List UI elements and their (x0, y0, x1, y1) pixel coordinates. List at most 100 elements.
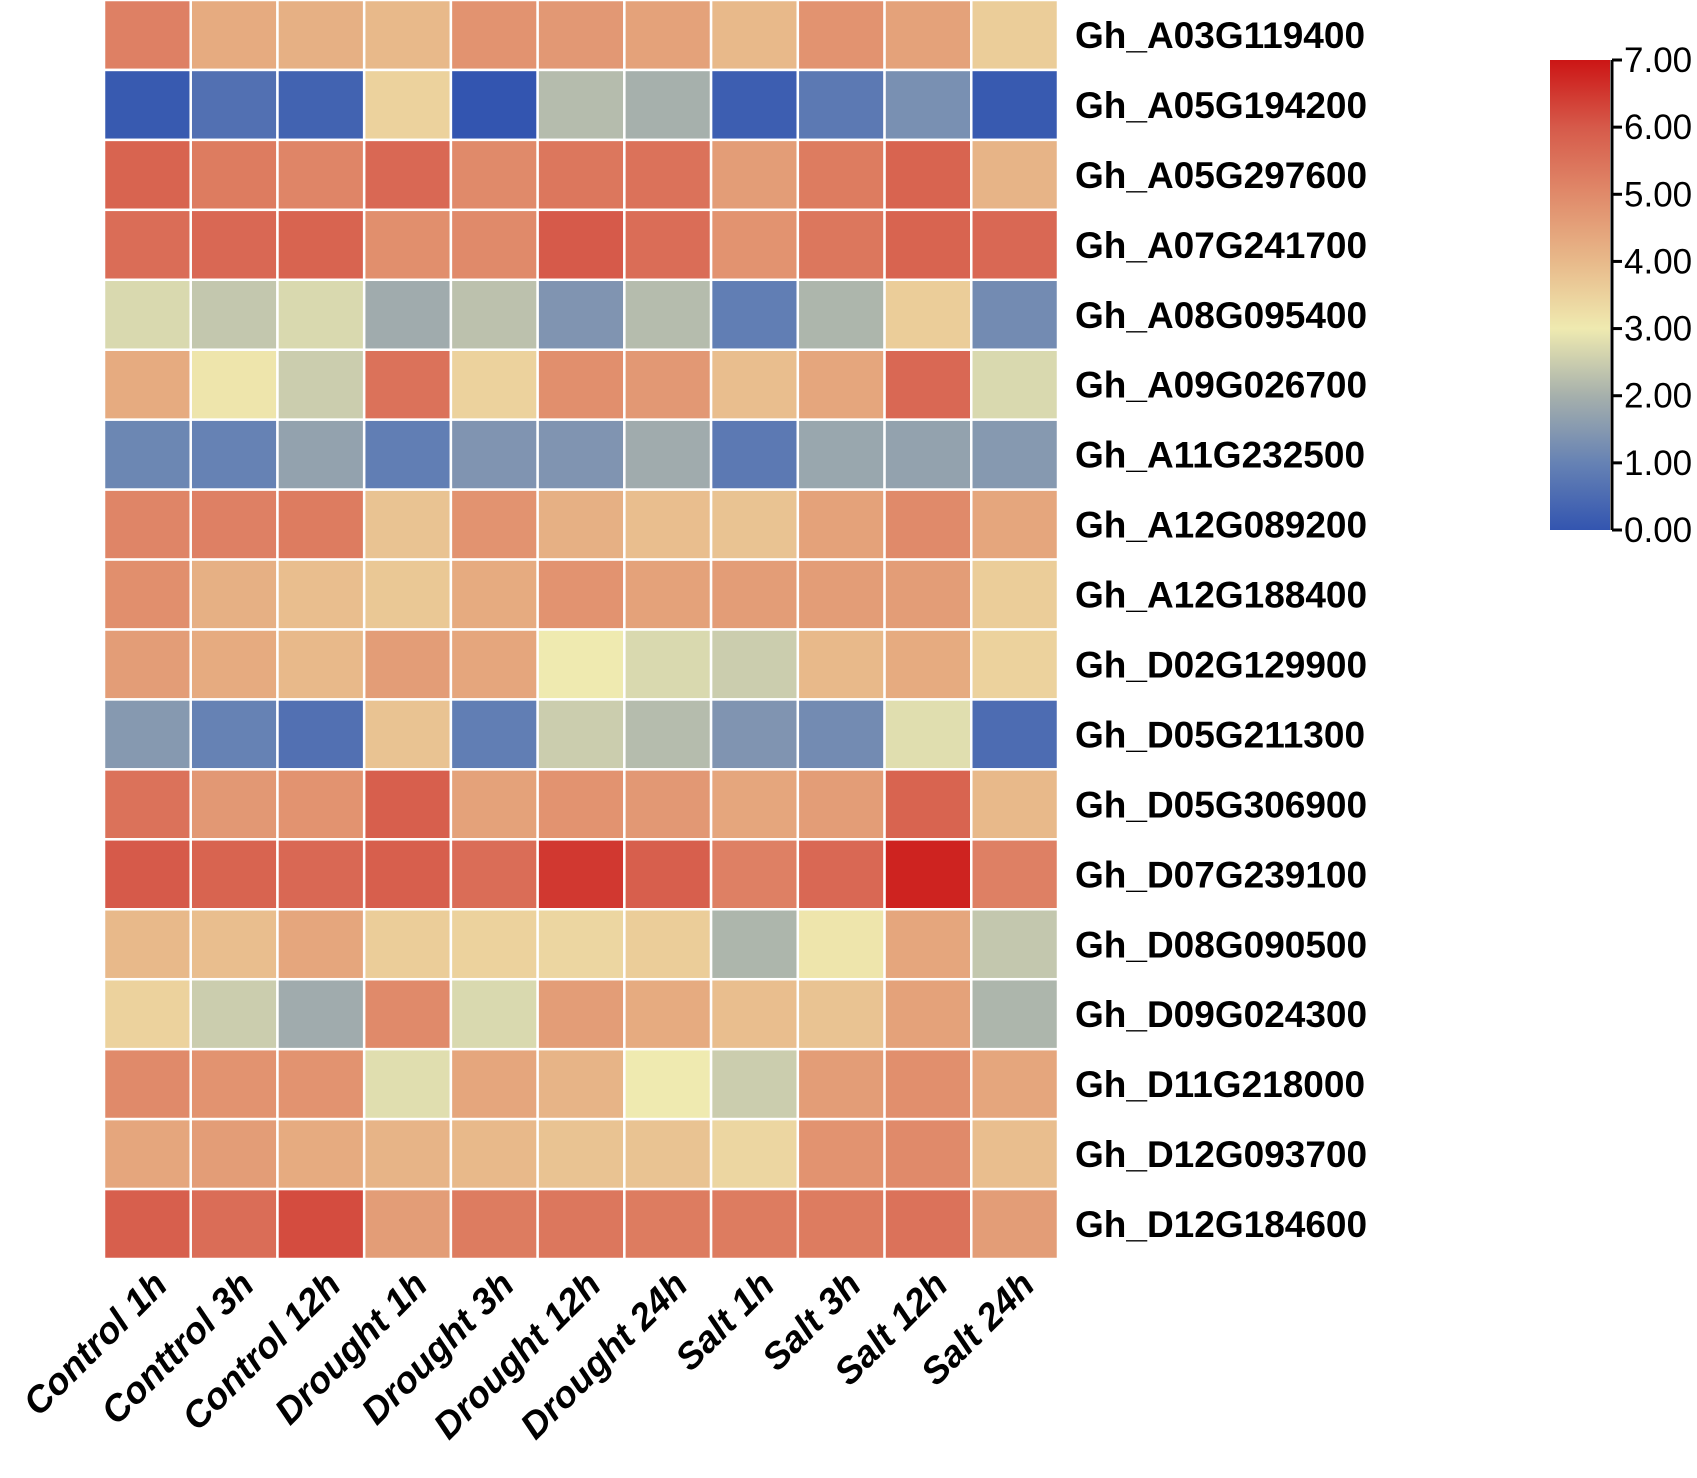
heatmap-cell (883, 908, 973, 981)
row-label: Gh_D09G024300 (1075, 994, 1367, 1035)
heatmap-cell (449, 138, 539, 212)
heatmap-cell (189, 278, 279, 351)
heatmap-cell (970, 838, 1060, 911)
row-label: Gh_A05G194200 (1075, 85, 1367, 126)
heatmap-cell (362, 838, 453, 911)
heatmap-cell (102, 138, 192, 212)
heatmap-cell (709, 1187, 800, 1261)
heatmap-cell (449, 977, 539, 1051)
colorbar-tick-label: 1.00 (1624, 444, 1692, 483)
heatmap-cell (449, 1047, 539, 1121)
heatmap-cell (276, 838, 366, 911)
heatmap-cell (536, 977, 626, 1051)
heatmap-cell (536, 208, 626, 282)
row-label: Gh_D07G239100 (1075, 854, 1367, 895)
heatmap-cell (449, 208, 539, 282)
heatmap-cell (102, 68, 192, 142)
heatmap-cell (276, 1047, 366, 1121)
heatmap-cell (102, 208, 192, 282)
heatmap-cell (449, 278, 539, 351)
heatmap-cell (623, 838, 713, 911)
heatmap-cell (449, 348, 539, 421)
heatmap-cell (536, 348, 626, 421)
heatmap-cell (623, 768, 713, 841)
heatmap-cell (970, 558, 1060, 631)
heatmap-cell (102, 698, 192, 771)
heatmap-cell (623, 1047, 713, 1121)
heatmap-cell (362, 278, 453, 351)
row-label: Gh_A12G089200 (1075, 505, 1367, 546)
heatmap-cell (623, 1117, 713, 1191)
heatmap-cell (623, 418, 713, 491)
heatmap-cell (709, 418, 800, 491)
heatmap-cell (449, 698, 539, 771)
heatmap-cell (362, 558, 453, 631)
heatmap-cell (449, 418, 539, 491)
heatmap-cell (883, 1117, 973, 1191)
heatmap-cell (189, 977, 279, 1051)
heatmap-cell (970, 1187, 1060, 1261)
heatmap-cell (102, 1117, 192, 1191)
heatmap-cell (102, 977, 192, 1051)
heatmap-cell (276, 908, 366, 981)
heatmap-cell (189, 208, 279, 282)
heatmap-cell (276, 768, 366, 841)
heatmap-cell (276, 348, 366, 421)
heatmap-cell (189, 768, 279, 841)
heatmap-cell (362, 698, 453, 771)
heatmap-cell (709, 488, 800, 561)
heatmap-cell (883, 68, 973, 142)
heatmap-cell (883, 698, 973, 771)
heatmap-cell (362, 1187, 453, 1261)
heatmap-cell (536, 558, 626, 631)
heatmap-cell (276, 418, 366, 491)
heatmap-cell (623, 348, 713, 421)
heatmap-cell (796, 768, 886, 841)
heatmap-cell (102, 488, 192, 561)
heatmap-cell (189, 1047, 279, 1121)
heatmap-cell (536, 1117, 626, 1191)
heatmap-cell (536, 838, 626, 911)
heatmap-cell (276, 138, 366, 212)
heatmap-cell (709, 0, 800, 72)
heatmap-cell (796, 488, 886, 561)
heatmap-cell (709, 908, 800, 981)
heatmap-cell (970, 768, 1060, 841)
heatmap-cell (276, 977, 366, 1051)
colorbar-tick-label: 3.00 (1624, 310, 1692, 349)
heatmap-cell (189, 0, 279, 72)
heatmap-cell (883, 488, 973, 561)
heatmap-cell (709, 977, 800, 1051)
heatmap-cell (970, 138, 1060, 212)
heatmap-cell (883, 418, 973, 491)
heatmap-cell (449, 488, 539, 561)
heatmap-cell (362, 1117, 453, 1191)
colorbar-tick-label: 2.00 (1624, 377, 1692, 416)
heatmap-cell (189, 1117, 279, 1191)
heatmap-cell (883, 768, 973, 841)
heatmap-cell (623, 558, 713, 631)
heatmap-cell (883, 628, 973, 701)
heatmap-cell (883, 1187, 973, 1261)
heatmap-cell (189, 488, 279, 561)
colorbar: 0.00 1.00 2.00 3.00 4.00 5.00 6.00 7.00 (1550, 41, 1692, 550)
heatmap-cell (709, 698, 800, 771)
heatmap-cell (970, 1047, 1060, 1121)
heatmap-cell (970, 908, 1060, 981)
heatmap-cell (970, 278, 1060, 351)
colorbar-gradient (1550, 60, 1610, 530)
heatmap-cell (796, 1117, 886, 1191)
heatmap-cell (709, 208, 800, 282)
heatmap-cells (102, 0, 1060, 1261)
heatmap-cell (362, 628, 453, 701)
heatmap-cell (449, 1187, 539, 1261)
heatmap-cell (189, 348, 279, 421)
heatmap-cell (709, 348, 800, 421)
colorbar-tick-label: 0.00 (1624, 511, 1692, 550)
heatmap-cell (970, 1117, 1060, 1191)
heatmap-cell (536, 0, 626, 72)
heatmap-cell (102, 768, 192, 841)
heatmap-cell (536, 138, 626, 212)
heatmap-cell (362, 208, 453, 282)
